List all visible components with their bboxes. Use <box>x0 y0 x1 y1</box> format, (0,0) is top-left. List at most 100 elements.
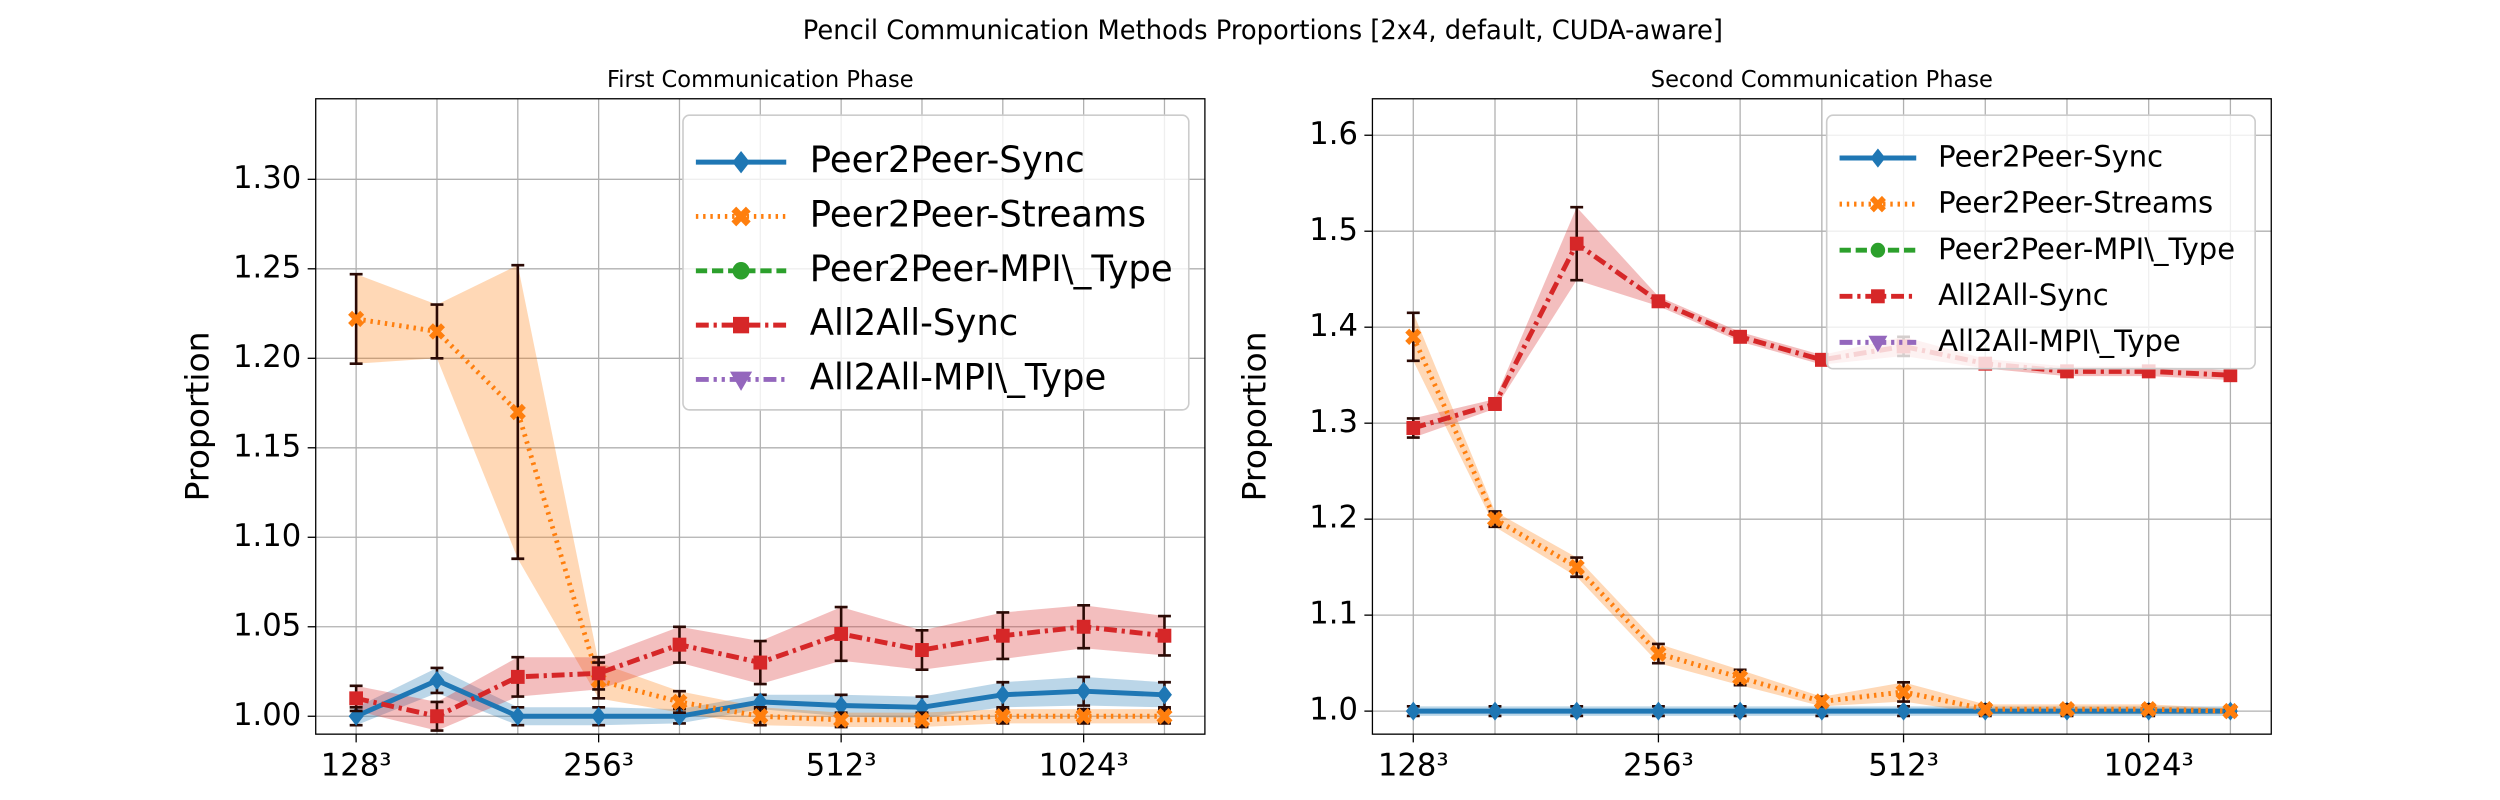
marker <box>1156 708 1173 725</box>
error-band <box>1494 207 1577 409</box>
marker <box>994 708 1011 725</box>
legend-label: All2All-MPI\_Type <box>810 357 1107 398</box>
y-tick-label: 1.5 <box>1309 212 1358 248</box>
marker <box>1486 510 1504 528</box>
legend-marker <box>732 150 750 174</box>
y-tick-label: 1.6 <box>1309 116 1358 152</box>
subplot-title: First Communication Phase <box>607 67 914 93</box>
error-band <box>1494 511 1577 577</box>
marker <box>1732 669 1749 686</box>
error-band <box>760 607 842 685</box>
error-band <box>1002 709 1084 724</box>
y-tick-label: 1.00 <box>233 697 301 733</box>
y-tick-label: 1.20 <box>233 339 301 375</box>
legend-marker <box>1868 335 1888 353</box>
marker <box>428 323 446 340</box>
legend-marker <box>1870 242 1886 258</box>
error-band <box>841 607 922 670</box>
legend-label: Peer2Peer-Sync <box>1938 139 2163 173</box>
marker <box>913 711 931 729</box>
y-tick-label: 1.05 <box>233 607 301 643</box>
marker <box>591 666 606 681</box>
legend-label: All2All-Sync <box>1938 278 2109 312</box>
y-axis-label: Proportion <box>179 332 217 502</box>
y-tick-label: 1.2 <box>1309 499 1358 535</box>
y-axis-label: Proportion <box>1236 332 1274 502</box>
error-band <box>841 712 922 727</box>
x-tick-label: 1024³ <box>2104 747 2194 783</box>
marker <box>348 310 365 328</box>
marker <box>2223 368 2238 383</box>
marker <box>1157 628 1172 643</box>
legend-marker <box>729 371 753 391</box>
marker <box>2140 700 2157 718</box>
y-tick-label: 1.0 <box>1309 691 1358 727</box>
marker <box>752 708 769 725</box>
legend-box <box>1825 114 2256 370</box>
error-band <box>356 274 437 364</box>
marker <box>834 626 848 641</box>
marker <box>1650 645 1667 662</box>
marker <box>1651 294 1666 309</box>
error-band <box>1002 605 1084 659</box>
legend-label: Peer2Peer-MPI\_Type <box>1938 232 2235 266</box>
error-band <box>1576 207 1659 307</box>
error-band <box>921 709 1003 727</box>
marker <box>753 655 768 670</box>
marker <box>591 706 607 726</box>
marker <box>1487 701 1503 721</box>
marker <box>1569 236 1584 251</box>
axes-frame <box>315 98 1206 735</box>
marker <box>833 711 850 729</box>
legend-label: All2All-Sync <box>810 303 1019 344</box>
axes-frame <box>1371 98 2272 735</box>
y-tick-label: 1.4 <box>1309 307 1358 343</box>
marker <box>1075 708 1092 725</box>
marker <box>1895 683 1912 701</box>
marker <box>429 670 445 691</box>
error-band <box>1821 682 1904 707</box>
x-tick-label: 1024³ <box>1039 747 1129 783</box>
marker <box>1569 701 1585 721</box>
marker <box>1406 420 1421 435</box>
legend-label: All2All-MPI\_Type <box>1938 324 2181 358</box>
marker <box>510 706 526 726</box>
legend-label: Peer2Peer-Sync <box>810 140 1085 181</box>
legend-marker <box>1869 195 1886 213</box>
marker <box>915 643 929 658</box>
error-band <box>598 662 680 713</box>
marker <box>1076 619 1091 634</box>
x-tick-label: 128³ <box>321 747 392 783</box>
x-tick-label: 128³ <box>1378 747 1449 783</box>
marker <box>1076 681 1092 701</box>
marker <box>1405 328 1422 346</box>
plot-area <box>348 263 1173 732</box>
error-band <box>1083 709 1165 724</box>
marker <box>995 685 1011 705</box>
marker <box>1568 558 1585 576</box>
x-tick-label: 512³ <box>1868 747 1939 783</box>
marker <box>430 709 444 724</box>
marker <box>1813 693 1830 710</box>
x-tick-label: 256³ <box>1623 747 1694 783</box>
legend-box <box>682 114 1190 411</box>
error-band <box>436 657 518 731</box>
legend-label: Peer2Peer-MPI\_Type <box>810 249 1173 290</box>
marker <box>1405 701 1421 721</box>
marker <box>1732 701 1748 721</box>
error-band <box>1740 669 1822 707</box>
y-tick-label: 1.30 <box>233 160 301 196</box>
legend-marker <box>1870 148 1886 168</box>
legend-marker <box>731 206 751 227</box>
legend-marker <box>732 262 750 280</box>
y-tick-label: 1.15 <box>233 428 301 464</box>
legend-marker <box>1871 289 1885 304</box>
marker <box>349 691 363 706</box>
y-tick-label: 1.1 <box>1309 595 1358 631</box>
y-tick-label: 1.3 <box>1309 403 1358 439</box>
y-tick-label: 1.10 <box>233 518 301 554</box>
x-tick-label: 512³ <box>806 747 877 783</box>
marker <box>2058 700 2076 718</box>
legend-label: Peer2Peer-Streams <box>1938 185 2213 219</box>
marker <box>1157 685 1172 705</box>
